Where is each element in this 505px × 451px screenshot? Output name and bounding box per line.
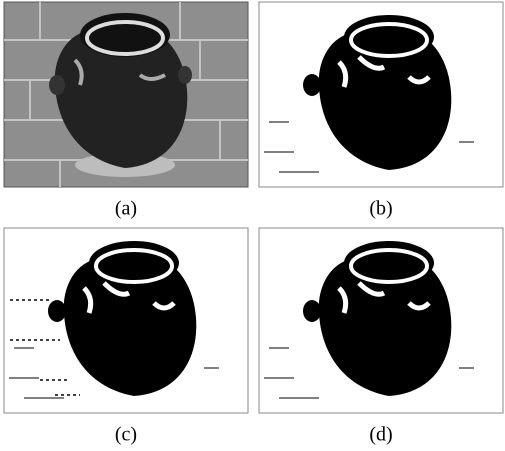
panel-label: (c) (115, 424, 137, 446)
panel-d (259, 228, 503, 413)
figure: (a) (b) (c) (d) (0, 0, 505, 451)
panel-label: (a) (115, 198, 137, 220)
panel-label: (d) (369, 424, 392, 446)
panel-a (4, 2, 248, 187)
panel-b (259, 2, 503, 187)
panel-c (4, 228, 248, 413)
panel-label: (b) (369, 198, 392, 220)
